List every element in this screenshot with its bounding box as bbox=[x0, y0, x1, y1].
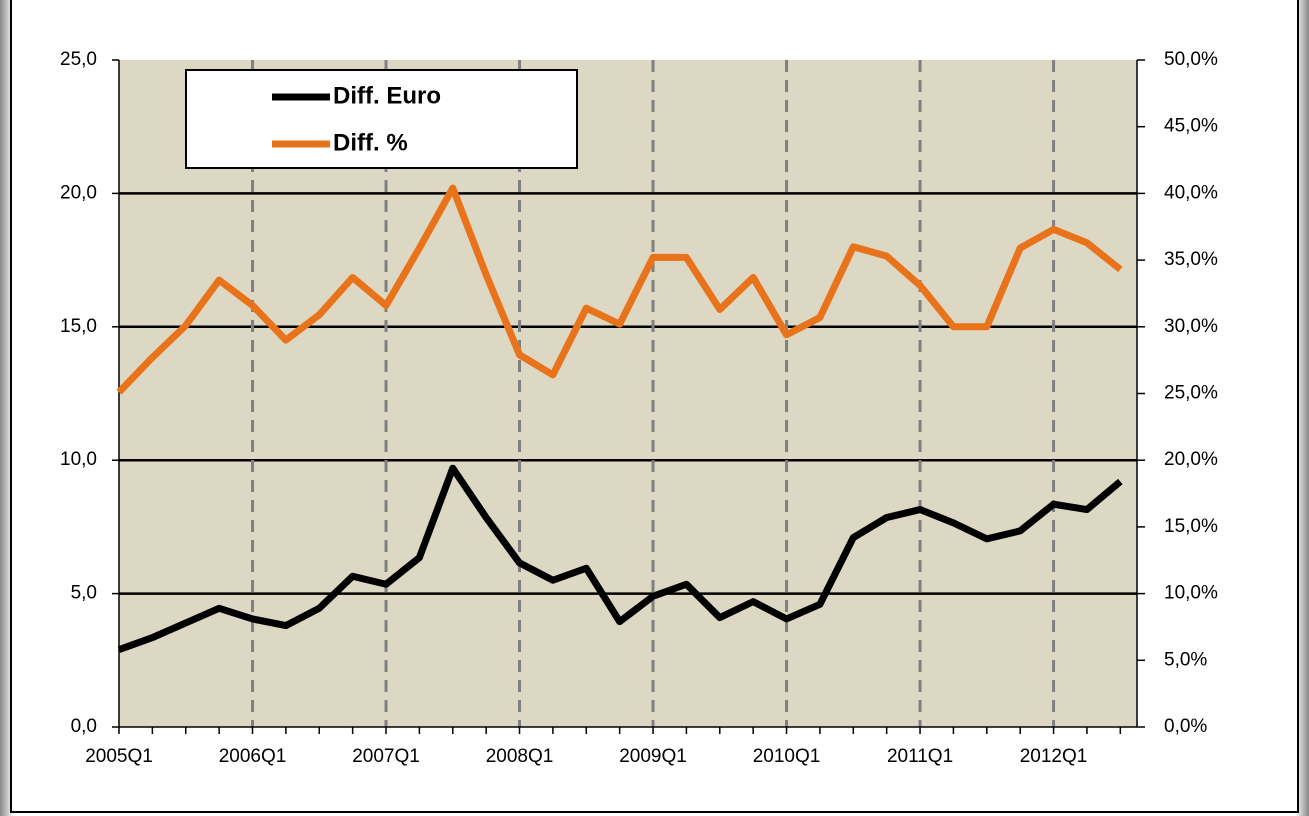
y-tick-label: 20,0 bbox=[60, 182, 97, 203]
x-tick-label: 2005Q1 bbox=[85, 746, 153, 767]
x-tick-label: 2007Q1 bbox=[352, 746, 420, 767]
x-tick-label: 2011Q1 bbox=[887, 746, 953, 767]
y2-tick-label: 50,0% bbox=[1164, 49, 1218, 70]
y2-tick-label: 20,0% bbox=[1164, 449, 1218, 470]
legend-label: Diff. % bbox=[333, 129, 408, 156]
y-tick-label: 15,0 bbox=[60, 316, 97, 337]
series-line bbox=[117, 464, 1123, 653]
x-tick-label: 2006Q1 bbox=[219, 746, 287, 767]
x-tick-label: 2012Q1 bbox=[1020, 746, 1088, 767]
y-tick-label: 5,0 bbox=[71, 583, 97, 604]
y2-tick-label: 35,0% bbox=[1164, 249, 1218, 270]
x-tick-label: 2009Q1 bbox=[619, 746, 687, 767]
y2-tick-label: 40,0% bbox=[1164, 182, 1218, 203]
edge bbox=[0, 0, 12, 816]
y-tick-label: 10,0 bbox=[60, 449, 97, 470]
y-tick-label: 0,0 bbox=[71, 716, 97, 737]
y2-tick-label: 45,0% bbox=[1164, 116, 1218, 137]
x-tick-label: 2008Q1 bbox=[486, 746, 554, 767]
y-tick-label: 25,0 bbox=[60, 49, 97, 70]
legend bbox=[185, 69, 578, 169]
y2-tick-label: 30,0% bbox=[1164, 316, 1218, 337]
y2-tick-label: 0,0% bbox=[1164, 716, 1207, 737]
y2-tick-label: 25,0% bbox=[1164, 383, 1218, 404]
legend-label: Diff. Euro bbox=[333, 82, 441, 109]
y2-tick-label: 5,0% bbox=[1164, 649, 1207, 670]
edge bbox=[1297, 0, 1309, 816]
y2-tick-label: 10,0% bbox=[1164, 583, 1218, 604]
x-tick-label: 2010Q1 bbox=[753, 746, 821, 767]
series-line bbox=[116, 184, 1123, 395]
y2-tick-label: 15,0% bbox=[1164, 516, 1218, 537]
